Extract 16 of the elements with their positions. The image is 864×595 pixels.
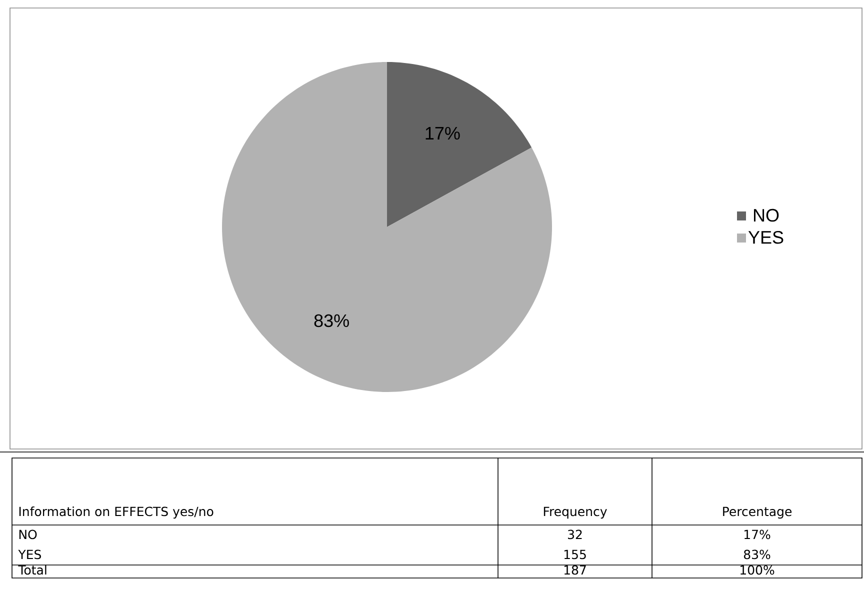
text: 187 xyxy=(564,565,586,575)
category-label: YES xyxy=(18,550,41,560)
text: Frequency xyxy=(544,506,607,519)
text: 83% xyxy=(744,550,770,560)
text: Total xyxy=(18,564,46,575)
legend-label: NO xyxy=(754,208,779,222)
text: 100% xyxy=(740,565,774,575)
text: 17% xyxy=(744,530,770,540)
category-label: NO xyxy=(19,530,37,540)
data-label: 17% xyxy=(426,126,460,140)
text: 32 xyxy=(568,530,582,540)
data-label: 83% xyxy=(314,314,349,328)
text: 155 xyxy=(564,550,586,560)
text: Information on EFFECTS yes/no xyxy=(19,506,214,519)
text: Percentage xyxy=(723,506,792,519)
legend-label: YES xyxy=(748,230,784,244)
